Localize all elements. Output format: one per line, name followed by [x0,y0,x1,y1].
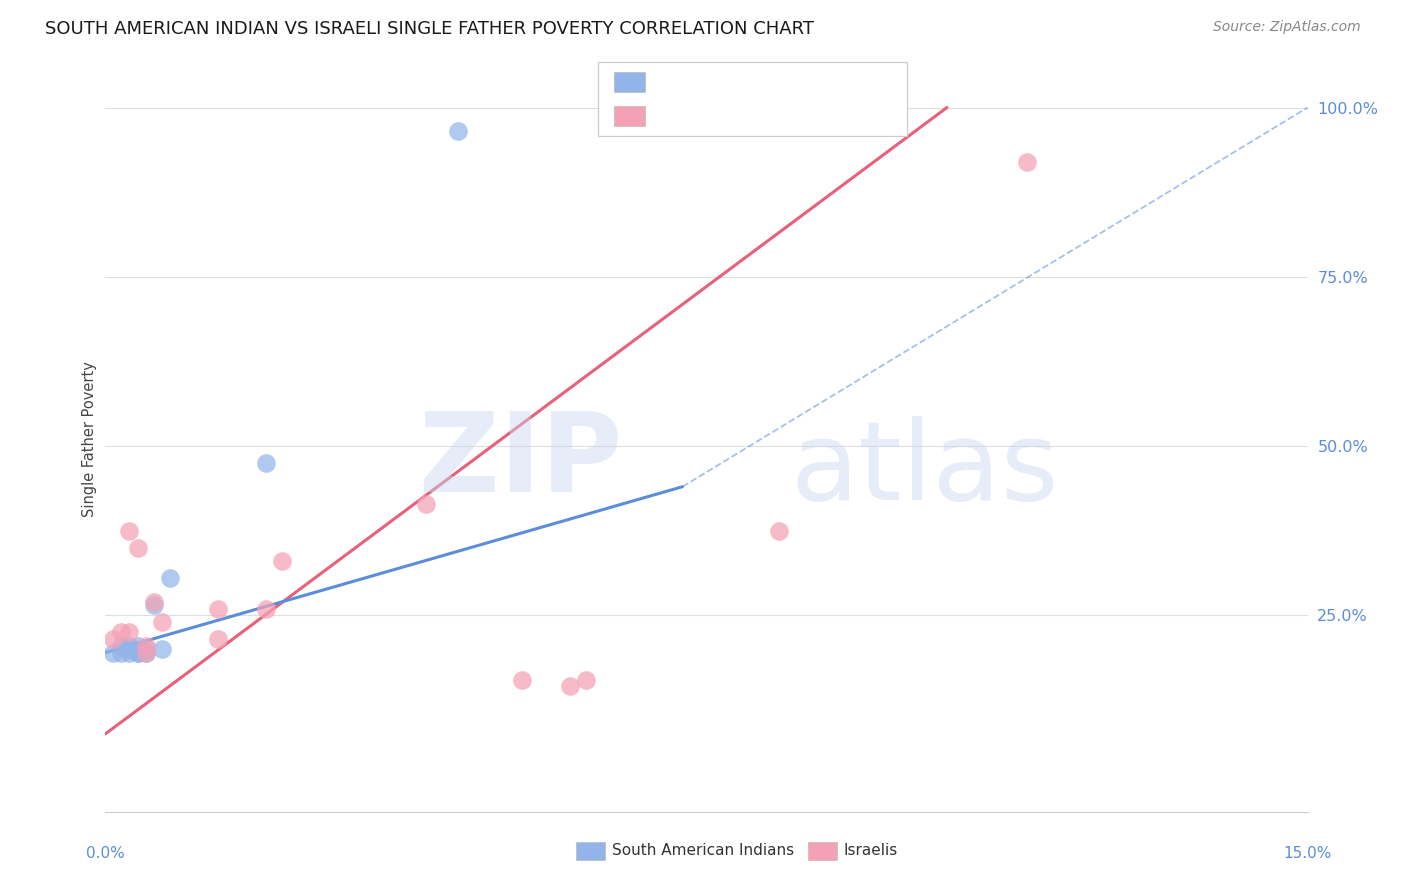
Text: Israelis: Israelis [844,843,898,857]
Text: 15.0%: 15.0% [1284,846,1331,861]
Point [118,524,141,538]
Point [110,625,132,640]
Point [142,598,165,612]
Point [150,642,173,657]
Text: N =: N = [755,73,792,91]
Point [135,646,157,660]
Text: ZIP: ZIP [419,409,623,516]
Point [207,632,229,646]
Point [127,541,149,555]
Point [110,646,132,660]
Point [103,632,125,646]
Point [127,639,149,653]
Point [118,625,141,640]
Point [135,646,157,660]
Point [110,639,132,653]
Text: N =: N = [755,107,792,125]
Text: 0.0%: 0.0% [86,846,125,861]
Text: 0.272: 0.272 [692,73,745,91]
Text: 19: 19 [786,107,808,125]
Point [127,646,149,660]
Point [150,615,173,629]
Text: SOUTH AMERICAN INDIAN VS ISRAELI SINGLE FATHER POVERTY CORRELATION CHART: SOUTH AMERICAN INDIAN VS ISRAELI SINGLE … [45,20,814,37]
Point [270,554,292,568]
Point [103,646,125,660]
Point [415,497,437,511]
Point [510,673,533,687]
Text: 16: 16 [786,73,808,91]
Point [447,124,470,138]
Point [1017,154,1039,169]
Point [135,639,157,653]
Text: 0.792: 0.792 [692,107,745,125]
Point [768,524,790,538]
Point [135,642,157,657]
Text: R =: R = [659,107,696,125]
Point [575,673,598,687]
Text: Source: ZipAtlas.com: Source: ZipAtlas.com [1213,20,1361,34]
Point [207,601,229,615]
Text: atlas: atlas [790,416,1059,523]
Text: R =: R = [659,73,696,91]
Point [254,456,277,470]
Point [254,601,277,615]
Point [118,639,141,653]
Y-axis label: Single Father Poverty: Single Father Poverty [82,361,97,517]
Text: South American Indians: South American Indians [612,843,794,857]
Point [142,595,165,609]
Point [159,571,181,585]
Point [118,642,141,657]
Point [127,646,149,660]
Point [560,680,582,694]
Point [118,646,141,660]
